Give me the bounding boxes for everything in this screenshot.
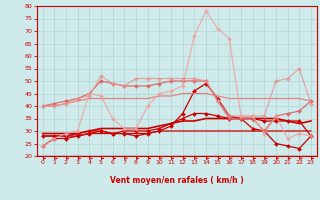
- X-axis label: Vent moyen/en rafales ( km/h ): Vent moyen/en rafales ( km/h ): [110, 176, 244, 185]
